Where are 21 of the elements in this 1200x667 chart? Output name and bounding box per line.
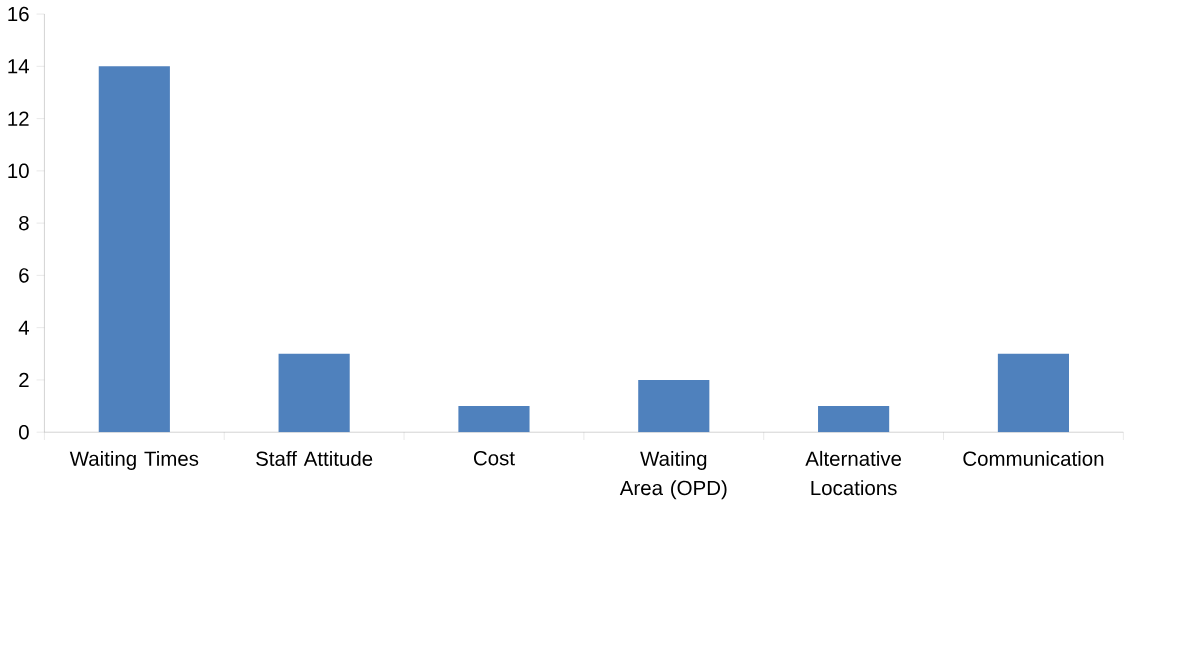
- bar: [638, 379, 710, 432]
- x-tick-label: Staff Attitude: [256, 450, 373, 466]
- x-tick-label: Alternative Locations: [805, 450, 902, 495]
- x-tick-label: Waiting Area (OPD): [619, 450, 727, 500]
- y-tick-label: 14: [8, 59, 29, 74]
- bar: [997, 353, 1070, 432]
- y-tick-label: 12: [8, 111, 29, 126]
- x-tick-label: Cost: [473, 450, 515, 466]
- y-tick-label: 10: [8, 163, 29, 178]
- bar: [458, 405, 530, 432]
- x-tick-label: Communication: [963, 450, 1104, 466]
- bar: [98, 66, 170, 432]
- bar: [818, 405, 890, 432]
- y-tick-label: 8: [19, 215, 29, 231]
- y-tick-label: 2: [19, 372, 29, 387]
- y-tick-label: 16: [8, 6, 29, 22]
- y-tick-label: 4: [18, 320, 29, 335]
- x-tick-label: Waiting Times: [69, 450, 199, 470]
- y-tick-label: 0: [19, 424, 29, 440]
- y-tick-label: 6: [19, 267, 29, 283]
- bar: [278, 353, 350, 432]
